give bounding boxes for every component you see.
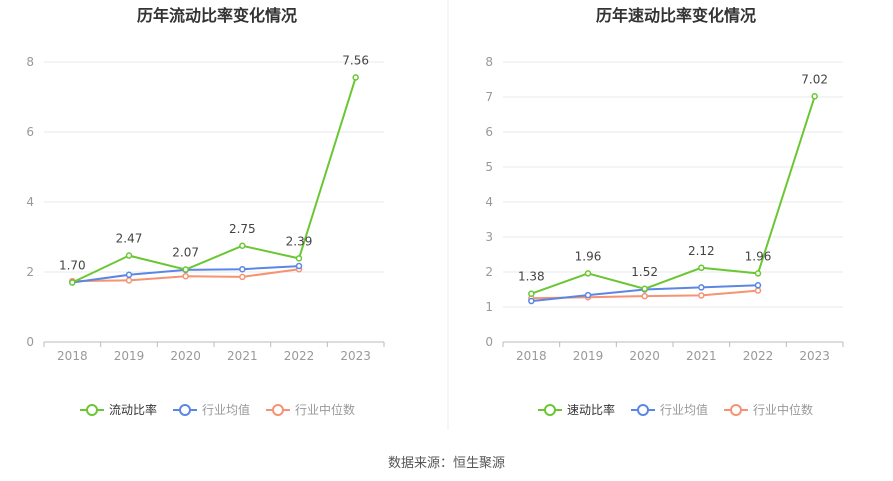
chart-2: 历年速动比率变化情况 0 1 2 3 4 5 6 7 8 2018 2019 2020 2021 2022 2… [485, 6, 844, 417]
data-point [125, 252, 133, 259]
legend-label: 行业中位数 [753, 402, 813, 417]
data-point [584, 270, 592, 277]
y-tick-label: 4 [26, 195, 34, 209]
data-point [698, 284, 705, 291]
data-point [295, 255, 303, 262]
y-tick-label: 7 [485, 90, 493, 104]
legend-item: 行业中位数 [724, 402, 813, 417]
chart-title: 历年速动比率变化情况 [596, 6, 756, 25]
data-point [239, 265, 246, 273]
x-tick-label: 2021 [227, 349, 258, 363]
legend-item: 速动比率 [538, 402, 615, 417]
data-point [239, 273, 246, 281]
x-tick-label: 2019 [573, 349, 604, 363]
data-label: 7.56 [342, 53, 369, 67]
data-source-note: 数据来源：恒生聚源 [387, 456, 505, 471]
y-tick-label: 5 [485, 160, 493, 174]
data-point [528, 290, 535, 297]
y-tick-label: 0 [485, 335, 493, 349]
x-tick-label: 2020 [629, 349, 660, 363]
data-point [182, 266, 189, 273]
data-point [698, 292, 705, 299]
data-point [69, 279, 76, 286]
legend-label: 行业中位数 [295, 402, 355, 417]
chart-1: 历年流动比率变化情况 0 2 4 6 8 2018 2019 2020 2021 2022 2023 1… [26, 6, 385, 417]
data-point [352, 74, 359, 81]
x-tick-label: 2023 [340, 349, 371, 363]
series-line-1 [71, 77, 357, 284]
data-label: 1.96 [745, 249, 772, 263]
series-line-1 [530, 95, 816, 295]
legend-item: 行业均值 [631, 402, 708, 417]
y-tick-label: 2 [485, 265, 493, 279]
y-tick-label: 4 [485, 195, 493, 209]
data-point [125, 271, 133, 279]
y-tick-label: 8 [26, 55, 34, 69]
y-tick-label: 8 [485, 55, 493, 69]
x-tick-label: 2021 [686, 349, 717, 363]
legend-marker [272, 404, 284, 416]
legend: 速动比率 行业均值 行业中位数 [538, 402, 813, 417]
x-tick-label: 2023 [799, 349, 830, 363]
y-tick-label: 0 [26, 335, 34, 349]
data-label: 1.96 [575, 249, 602, 263]
legend: 流动比率 行业均值 行业中位数 [80, 402, 355, 417]
x-tick-label: 2018 [57, 349, 88, 363]
y-tick-label: 6 [485, 125, 493, 139]
legend-marker [544, 404, 556, 416]
data-point [182, 272, 189, 280]
data-point [811, 93, 818, 100]
data-point [584, 291, 592, 299]
legend-marker [179, 404, 191, 416]
x-tick-label: 2019 [114, 349, 145, 363]
legend-marker [86, 404, 98, 416]
data-label: 1.70 [59, 259, 86, 273]
data-point [125, 277, 133, 284]
legend-label: 行业均值 [660, 402, 708, 417]
data-point [528, 297, 535, 305]
data-point [698, 264, 705, 272]
data-label: 7.02 [801, 72, 828, 86]
data-point [641, 285, 648, 293]
legend-label: 流动比率 [109, 402, 157, 417]
data-point [641, 292, 648, 300]
chart-title: 历年流动比率变化情况 [137, 6, 297, 25]
legend-label: 速动比率 [567, 402, 615, 417]
data-label: 2.39 [286, 234, 313, 248]
y-tick-label: 1 [485, 300, 493, 314]
data-point [754, 282, 762, 289]
data-label: 1.52 [631, 265, 658, 279]
y-tick-label: 3 [485, 230, 493, 244]
y-tick-label: 6 [26, 125, 34, 139]
data-point [295, 262, 303, 270]
legend-item: 流动比率 [80, 402, 157, 417]
data-label: 2.12 [688, 244, 715, 258]
legend-marker [637, 404, 649, 416]
x-tick-label: 2022 [284, 349, 315, 363]
x-tick-label: 2020 [170, 349, 201, 363]
data-point [754, 270, 762, 277]
data-label: 2.47 [116, 232, 143, 246]
legend-item: 行业均值 [173, 402, 250, 417]
data-point [754, 287, 762, 294]
data-label: 2.07 [172, 246, 199, 260]
legend-marker [730, 404, 742, 416]
data-point [239, 242, 246, 249]
data-label: 2.75 [229, 222, 256, 236]
data-label: 1.38 [518, 270, 545, 284]
x-tick-label: 2018 [516, 349, 547, 363]
y-tick-label: 2 [26, 265, 34, 279]
legend-label: 行业均值 [202, 402, 250, 417]
legend-item: 行业中位数 [266, 402, 355, 417]
x-tick-label: 2022 [743, 349, 774, 363]
